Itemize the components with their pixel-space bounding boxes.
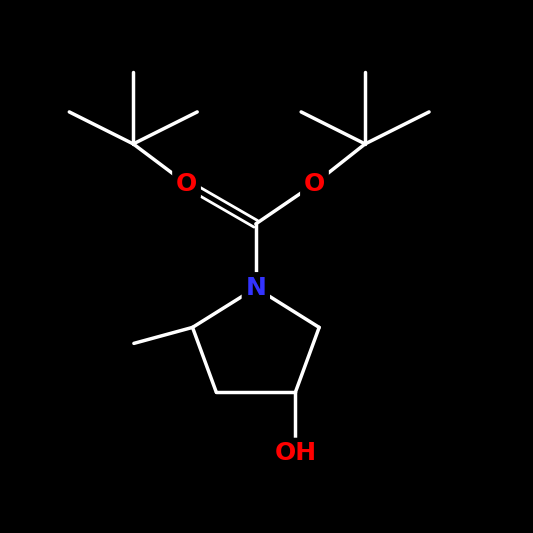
Text: O: O <box>176 172 197 196</box>
Text: OH: OH <box>274 441 317 465</box>
Text: N: N <box>245 276 266 300</box>
Text: O: O <box>304 172 325 196</box>
